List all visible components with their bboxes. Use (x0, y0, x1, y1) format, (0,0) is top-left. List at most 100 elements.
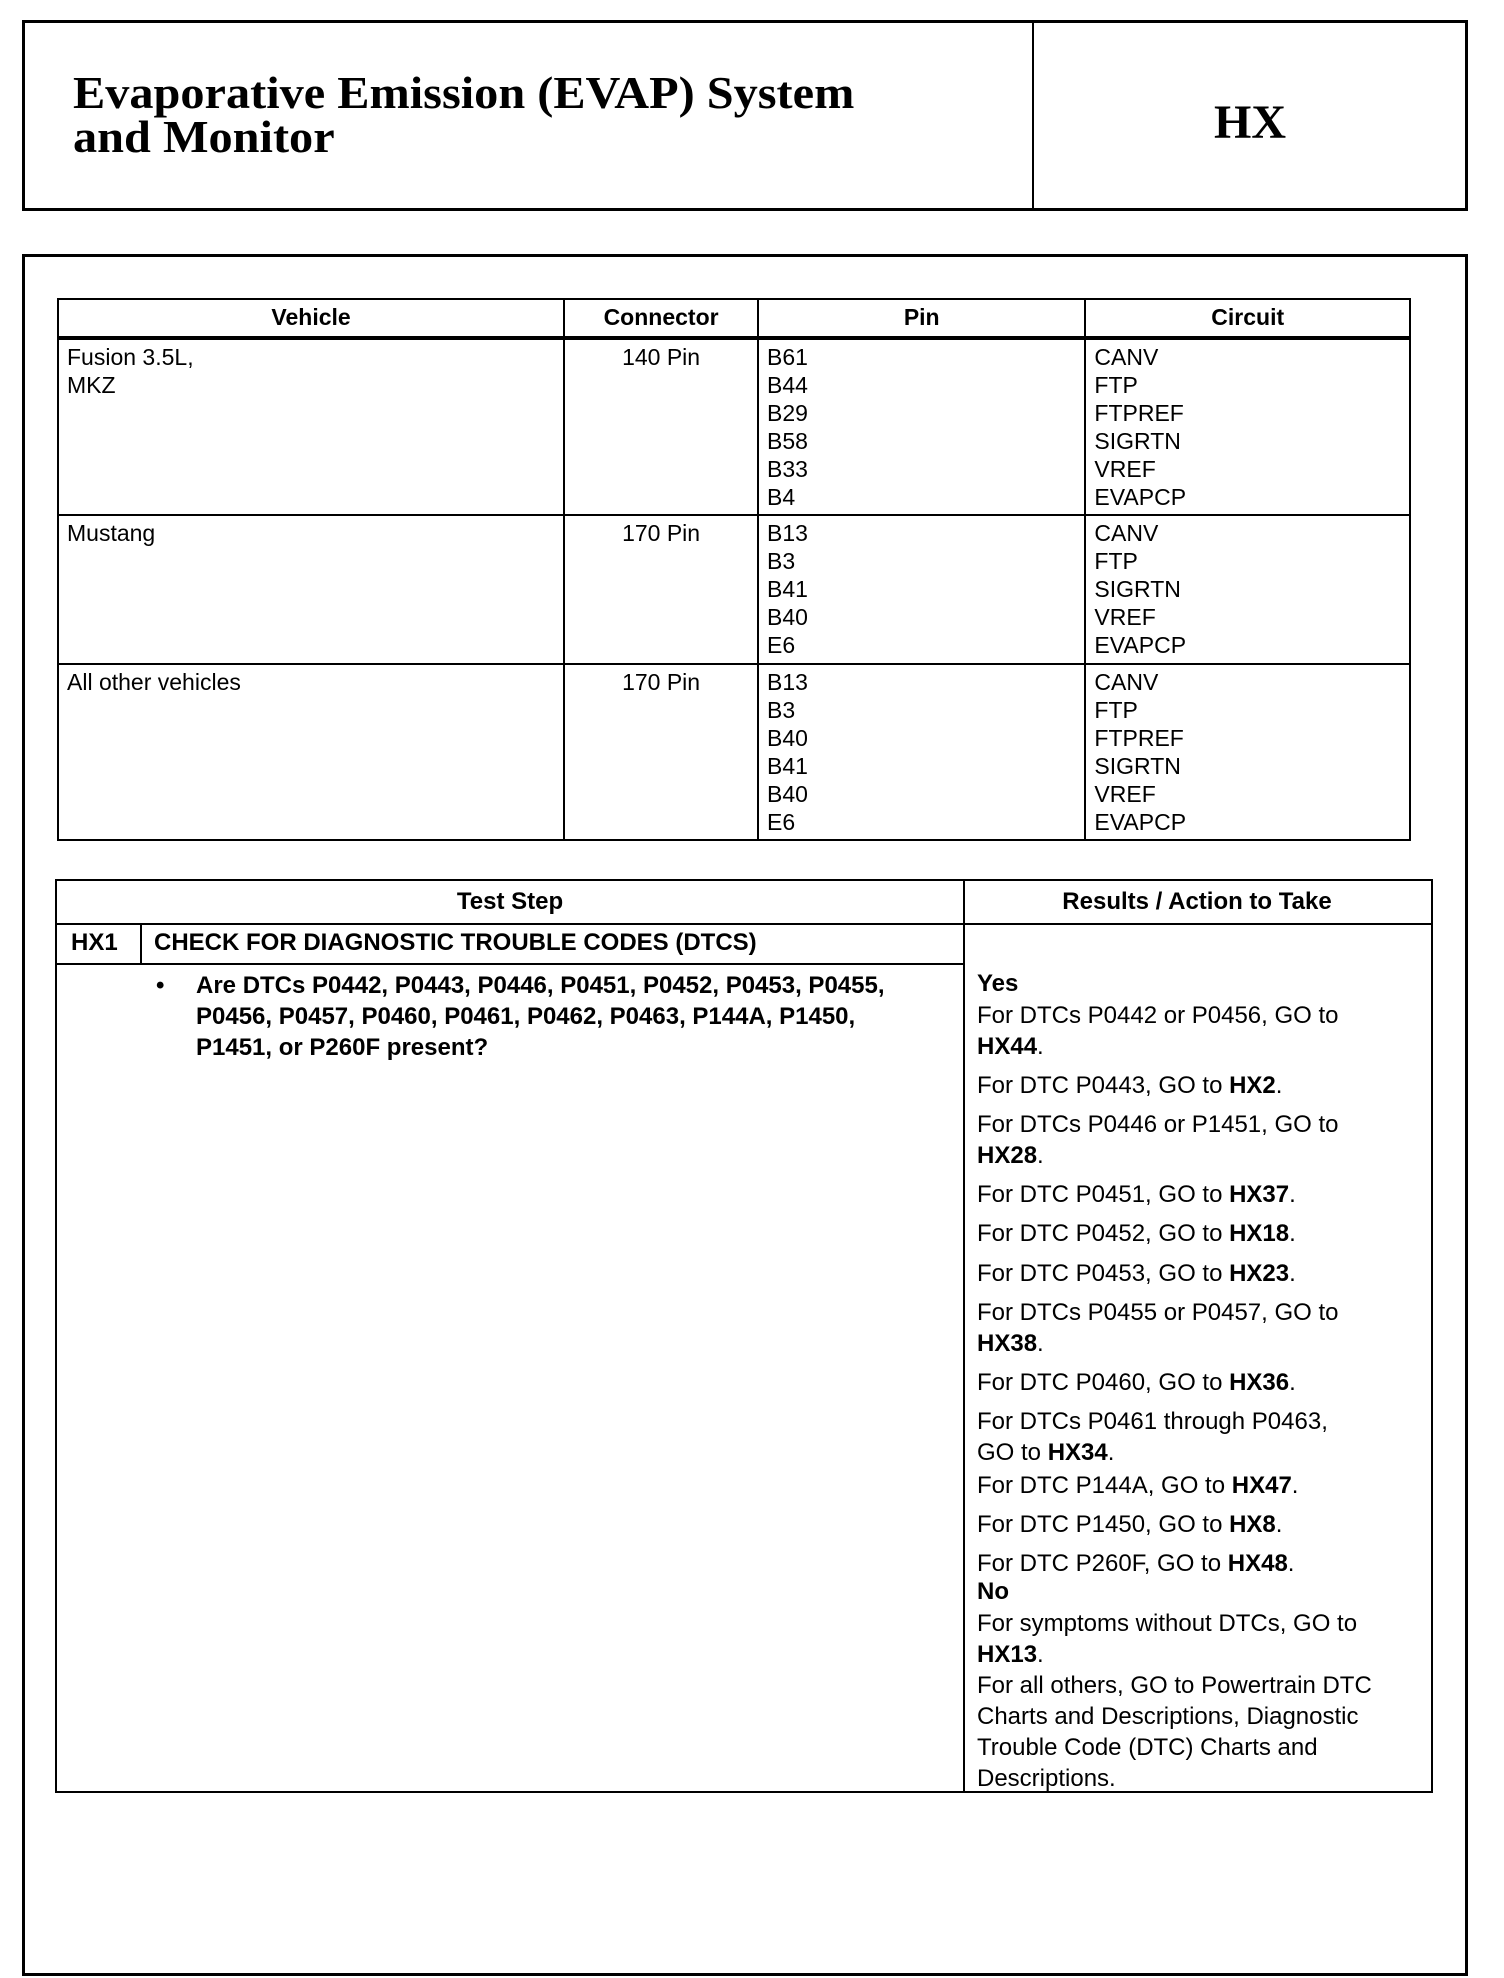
pin-table: Vehicle Connector Pin Circuit Fusion 3.5… (56, 298, 1411, 841)
result-text: For DTC P1450, GO to (977, 1511, 1223, 1538)
goto-link[interactable]: HX36 (1229, 1369, 1290, 1396)
results-header: Results / Action to Take (963, 881, 1431, 925)
pin: B58 (767, 428, 808, 454)
result-item: For DTCs P0455 or P0457, GO to HX38. (977, 1297, 1427, 1359)
goto-link[interactable]: HX38 (977, 1330, 1038, 1357)
result-item: For DTC P260F, GO to HX48. (977, 1548, 1427, 1579)
circuit: VREF (1094, 456, 1156, 482)
goto-link[interactable]: HX48 (1227, 1550, 1288, 1577)
title-line-1: Evaporative Emission (EVAP) System (73, 67, 855, 118)
goto-link[interactable]: HX28 (977, 1142, 1038, 1169)
yes-text: Yes (977, 970, 1019, 997)
result-text: For DTC P0453, GO to (977, 1260, 1223, 1287)
pin: B3 (767, 548, 796, 574)
table-row: All other vehicles 170 Pin B13 B3 B40 B41 B4… (56, 663, 1411, 841)
circuit-cell: CANV FTP FTPREF SIGRTN VREF EVAPCP (1084, 337, 1411, 516)
punct: . (1291, 1472, 1299, 1499)
connector-cell: 170 Pin (563, 514, 759, 665)
result-item: For DTC P0453, GO to HX23. (977, 1258, 1427, 1289)
vehicle: Fusion 3.5L, (67, 344, 194, 370)
goto-link[interactable]: HX23 (1229, 1260, 1290, 1287)
no-label: No (977, 1576, 1427, 1607)
circuit-cell: CANV FTP FTPREF SIGRTN VREF EVAPCP (1084, 663, 1411, 841)
punct: . (1037, 1142, 1044, 1169)
result-text: For DTC P0452, GO to (977, 1220, 1223, 1247)
pin-cell: B13 B3 B40 B41 B40 E6 (756, 663, 1087, 841)
result-text: For DTC P0451, GO to (977, 1181, 1223, 1208)
result-item: For DTCs P0442 or P0456, GO to HX44. (977, 1000, 1427, 1062)
result-item: For DTC P0452, GO to HX18. (977, 1218, 1427, 1249)
vehicle-cell: Mustang (56, 514, 566, 665)
vehicle-cell: Fusion 3.5L, MKZ (56, 337, 566, 516)
goto-link[interactable]: HX18 (1229, 1220, 1290, 1247)
circuit: SIGRTN (1094, 753, 1181, 779)
step-id: HX1 (71, 929, 118, 956)
pin: B41 (767, 576, 808, 602)
punct: . (1289, 1181, 1296, 1208)
circuit: FTP (1094, 372, 1138, 398)
punct: . (1289, 1220, 1296, 1247)
punct: . (1037, 1033, 1044, 1060)
connector-cell: 140 Pin (563, 337, 759, 516)
circuit: CANV (1094, 520, 1159, 546)
punct: . (1287, 1550, 1295, 1577)
circuit: FTPREF (1094, 725, 1184, 751)
no-text: No (977, 1578, 1009, 1605)
punct: . (1037, 1641, 1044, 1668)
circuit: EVAPCP (1094, 632, 1187, 658)
pin-cell: B61 B44 B29 B58 B33 B4 (756, 337, 1087, 516)
pin: B41 (767, 753, 808, 779)
page-title: Evaporative Emission (EVAP) System and M… (73, 67, 855, 160)
result-item: For symptoms without DTCs, GO to HX13. (977, 1608, 1427, 1670)
pin: B13 (767, 520, 808, 546)
pin: B4 (767, 484, 796, 510)
pin: B13 (767, 669, 808, 695)
connector-cell: 170 Pin (563, 663, 759, 841)
step-question: • Are DTCs P0442, P0443, P0446, P0451, P… (156, 970, 936, 1063)
result-text: For DTCs P0461 through P0463, (977, 1408, 1328, 1435)
punct: . (1289, 1260, 1296, 1287)
goto-link[interactable]: HX44 (977, 1033, 1038, 1060)
yes-label: Yes (977, 968, 1427, 999)
col-pin: Pin (756, 298, 1087, 340)
result-text: For DTC P0443, GO to (977, 1072, 1223, 1099)
goto-link[interactable]: HX47 (1231, 1472, 1292, 1499)
vehicle-cell: All other vehicles (56, 663, 566, 841)
test-step-table: Test Step Results / Action to Take HX1 C… (55, 879, 1433, 1793)
content-box (22, 254, 1468, 1976)
punct: . (1037, 1330, 1044, 1357)
pin: B61 (767, 344, 808, 370)
result-text: For DTC P0460, GO to (977, 1369, 1223, 1396)
goto-link[interactable]: HX8 (1229, 1511, 1276, 1538)
goto-link[interactable]: HX13 (977, 1641, 1038, 1668)
punct: . (1107, 1439, 1115, 1466)
circuit: EVAPCP (1094, 809, 1187, 835)
punct: . (1289, 1369, 1296, 1396)
goto-link[interactable]: HX2 (1229, 1072, 1276, 1099)
table-row: Fusion 3.5L, MKZ 140 Pin B61 B44 B29 B58 B33 B… (56, 337, 1411, 516)
result-text: For DTC P260F, GO to (977, 1550, 1222, 1577)
result-item: For DTC P0451, GO to HX37. (977, 1179, 1427, 1210)
result-item: For all others, GO to Powertrain DTC Cha… (977, 1670, 1387, 1794)
step-id-divider (140, 923, 142, 963)
header-divider (1032, 23, 1034, 208)
step-title: CHECK FOR DIAGNOSTIC TROUBLE CODES (DTCS… (154, 929, 757, 956)
test-step-header: Test Step (57, 881, 963, 925)
result-text: For DTCs P0442 or P0456, GO to (977, 1002, 1339, 1029)
result-text: For symptoms without DTCs, GO to (977, 1610, 1358, 1637)
pin: B40 (767, 725, 808, 751)
col-circuit: Circuit (1084, 298, 1411, 340)
goto-link[interactable]: HX37 (1229, 1181, 1290, 1208)
bullet-icon: • (156, 972, 165, 999)
result-item: For DTC P1450, GO to HX8. (977, 1509, 1427, 1540)
column-divider (963, 881, 965, 1791)
goto-link[interactable]: HX34 (1047, 1439, 1108, 1466)
table-row: Mustang 170 Pin B13 B3 B41 B40 E6 CANV FTP SIG… (56, 514, 1411, 665)
result-item: For DTCs P0446 or P1451, GO to HX28. (977, 1109, 1427, 1171)
result-text: For DTCs P0455 or P0457, GO to (977, 1299, 1339, 1326)
result-text: For DTCs P0446 or P1451, GO to (977, 1111, 1339, 1138)
result-text: For all others, GO to Powertrain DTC Cha… (977, 1672, 1372, 1792)
pin: B40 (767, 781, 808, 807)
result-item: For DTC P0443, GO to HX2. (977, 1070, 1427, 1101)
